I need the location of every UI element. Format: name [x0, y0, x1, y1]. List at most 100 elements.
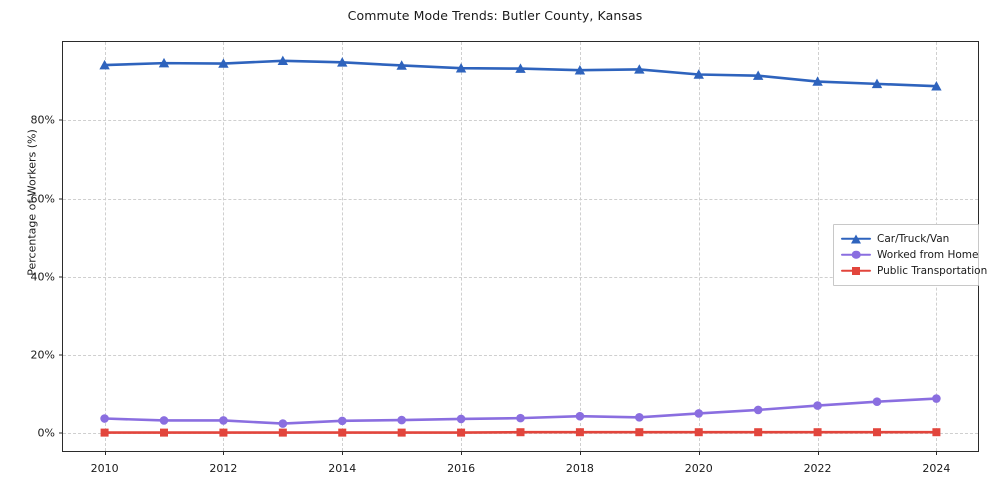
data-point-marker: [338, 428, 347, 437]
data-point-marker: [575, 411, 585, 421]
legend-triangle-icon: [851, 234, 861, 243]
data-point-marker: [396, 60, 407, 70]
legend-circle-icon: [851, 250, 861, 259]
x-tick-mark: [461, 451, 463, 455]
series-worked-from-home: [100, 394, 941, 428]
y-tick-mark: [59, 354, 63, 356]
data-point-marker: [872, 428, 881, 437]
data-point-marker: [575, 428, 584, 437]
x-tick-label: 2018: [565, 462, 594, 475]
data-point-marker: [158, 57, 170, 68]
data-point-marker: [932, 394, 941, 403]
data-point-marker: [516, 428, 525, 437]
data-point-marker: [457, 428, 466, 437]
data-point-marker: [813, 428, 822, 437]
data-point-marker: [100, 414, 109, 423]
data-point-marker: [456, 414, 466, 424]
legend-square-icon: [852, 266, 860, 275]
data-point-marker: [397, 415, 406, 425]
x-tick-mark: [698, 451, 700, 455]
x-tick-label: 2010: [90, 462, 119, 475]
data-point-marker: [159, 416, 169, 425]
gridline-vertical: [579, 42, 581, 451]
x-tick-mark: [579, 451, 581, 455]
plot-area: 0% 20% 40% 60% 80% 2010 2012 2014 2016 2018 2020 2…: [31, 41, 979, 475]
y-tick-mark: [59, 198, 63, 200]
legend-swatch: [841, 232, 871, 246]
chart-legend: Car/Truck/Van Worked from Home Public Tran…: [833, 224, 987, 286]
data-point-marker: [872, 397, 882, 406]
y-tick-mark: [59, 276, 63, 278]
data-point-marker: [99, 59, 110, 70]
data-point-marker: [871, 78, 883, 89]
x-tick-label: 2020: [684, 462, 713, 475]
gridline-vertical: [223, 42, 225, 451]
data-point-marker: [277, 55, 289, 66]
data-point-marker: [812, 76, 823, 86]
series-plot: [99, 55, 942, 437]
gridline-vertical: [698, 42, 700, 451]
legend-item[interactable]: Public Transportation: [841, 263, 987, 278]
data-point-marker: [515, 63, 526, 73]
legend-label: Worked from Home: [877, 248, 979, 261]
chart-title: Commute Mode Trends: Butler County, Kans…: [347, 8, 643, 23]
data-point-marker: [219, 428, 228, 437]
gridline-vertical: [817, 42, 819, 451]
data-point-marker: [932, 428, 941, 437]
x-tick-label: 2016: [447, 462, 476, 475]
legend-label: Public Transportation: [877, 264, 988, 277]
x-tick-mark: [817, 451, 819, 455]
data-point-marker: [337, 416, 347, 426]
x-tick-mark: [104, 451, 106, 455]
data-point-marker: [100, 428, 109, 437]
y-tick-mark: [59, 119, 63, 121]
legend-swatch: [841, 248, 871, 262]
gridline-horizontal: [63, 120, 978, 122]
data-point-marker: [337, 57, 348, 67]
y-tick-label: 80%: [30, 113, 55, 127]
data-point-marker: [635, 413, 644, 422]
x-tick-label: 2014: [328, 462, 357, 475]
series-car-truck-van: [99, 55, 942, 91]
y-tick-label: 60%: [30, 192, 55, 206]
gridline-horizontal: [63, 276, 978, 278]
data-point-marker: [693, 69, 704, 79]
data-point-marker: [219, 416, 228, 425]
gridline-horizontal: [63, 355, 978, 357]
data-point-marker: [694, 409, 704, 418]
legend-item[interactable]: Car/Truck/Van: [841, 231, 971, 246]
y-tick-label: 40%: [30, 270, 55, 284]
x-tick-label: 2022: [803, 462, 832, 475]
x-tick-mark: [342, 451, 344, 455]
x-tick-label: 2012: [209, 462, 238, 475]
x-tick-mark: [936, 451, 938, 455]
series-public-transportation: [100, 428, 941, 437]
y-tick-label: 20%: [30, 348, 55, 362]
data-point-marker: [753, 405, 763, 415]
gridline-horizontal: [63, 198, 978, 200]
data-point-marker: [278, 428, 287, 437]
data-point-marker: [754, 428, 763, 437]
x-tick-label: 2024: [922, 462, 951, 475]
data-point-marker: [516, 413, 525, 423]
data-point-marker: [931, 81, 942, 91]
legend-item[interactable]: Worked from Home: [841, 247, 978, 262]
gridline-vertical: [461, 42, 463, 451]
data-point-marker: [218, 58, 229, 68]
y-tick-label: 0%: [37, 426, 55, 440]
data-point-marker: [813, 401, 822, 410]
y-tick-mark: [59, 432, 63, 434]
data-point-marker: [752, 70, 764, 80]
data-point-marker: [574, 64, 586, 75]
data-point-marker: [634, 64, 645, 74]
legend-swatch: [841, 264, 871, 278]
gridline-vertical: [342, 42, 344, 451]
legend-label: Car/Truck/Van: [877, 232, 950, 245]
data-point-marker: [160, 428, 169, 437]
x-tick-mark: [223, 451, 225, 455]
gridline-vertical: [104, 42, 106, 451]
data-point-marker: [694, 428, 703, 437]
data-point-marker: [397, 428, 406, 437]
data-point-marker: [278, 419, 288, 428]
